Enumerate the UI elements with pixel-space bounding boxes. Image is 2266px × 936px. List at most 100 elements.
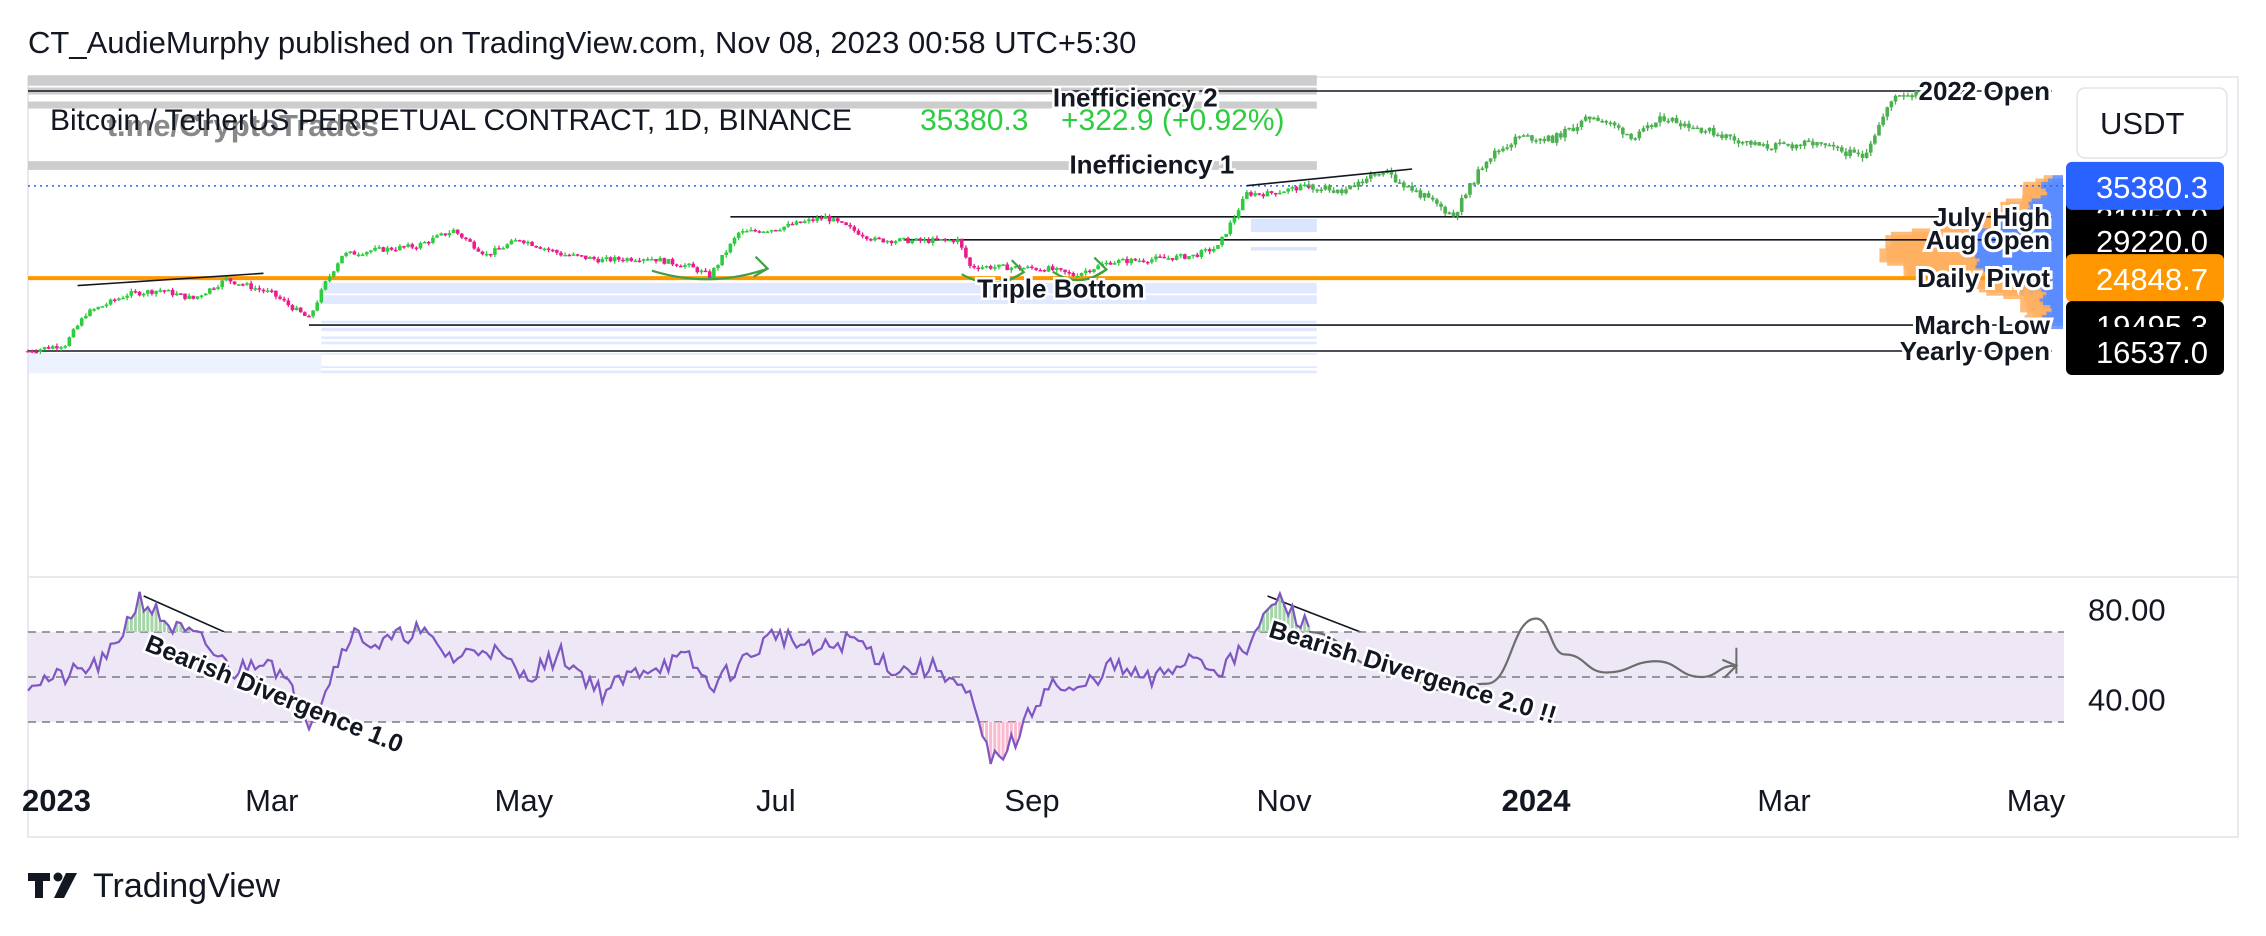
price-candle (1137, 260, 1142, 263)
projection-candle (1844, 151, 1848, 157)
projection-candle (1786, 144, 1790, 146)
price-candle (860, 234, 865, 237)
price-candle (778, 229, 782, 232)
projection-candle (1484, 161, 1489, 169)
projection-candle (1918, 90, 1923, 97)
currency-button[interactable]: USDT (2076, 87, 2228, 159)
price-candle (1294, 187, 1299, 191)
price-candle (997, 264, 1001, 268)
projection-candle (1521, 135, 1526, 137)
price-candle (1257, 193, 1262, 195)
price-candle (216, 287, 220, 289)
level-label-aug-open: Aug Open (1926, 225, 2050, 255)
price-candle (468, 239, 472, 242)
price-candle (906, 237, 910, 244)
price-badge-bg (2066, 254, 2224, 303)
projection-candle (1554, 133, 1559, 143)
price-candle (96, 306, 101, 310)
price-candle (1174, 255, 1179, 260)
projection-candle (1823, 143, 1828, 146)
price-candle (1141, 260, 1146, 263)
price-candle (1116, 260, 1121, 264)
price-candle (935, 238, 939, 240)
price-candle (1042, 269, 1047, 272)
price-candle (435, 235, 439, 238)
price-candle (550, 249, 555, 252)
price-candle (542, 248, 547, 251)
projection-candle (1848, 149, 1852, 157)
price-candle (1071, 273, 1076, 276)
price-candle (864, 236, 869, 240)
price-candle (608, 257, 613, 262)
tradingview-logo[interactable]: TradingView (28, 867, 281, 905)
projection-candle (1649, 125, 1654, 128)
price-candle (798, 221, 803, 224)
price-candle (691, 263, 696, 268)
price-candle (617, 257, 621, 260)
price-candle (1220, 236, 1224, 246)
projection-candle (1683, 123, 1687, 127)
x-tick-label: May (495, 783, 554, 818)
price-candle (410, 244, 415, 248)
price-candle (534, 245, 538, 248)
legend-change: +322.9 (+0.92%) (1061, 104, 1285, 137)
projection-candle (1311, 184, 1315, 190)
projection-candle (1587, 116, 1592, 120)
last-price-badge: 35380.3 (2096, 170, 2208, 205)
projection-candle (1459, 197, 1464, 212)
x-tick-label: Mar (1757, 783, 1810, 818)
price-candle (840, 221, 844, 223)
price-candle (596, 258, 600, 263)
price-candle (571, 254, 576, 256)
projection-candle (1406, 185, 1410, 188)
price-candle (823, 216, 828, 219)
bounce-arrow-1-head (753, 255, 770, 278)
projection-candle (1856, 152, 1861, 155)
projection-candle (1778, 142, 1782, 145)
projection-candle (1654, 122, 1658, 128)
price-candle (893, 241, 898, 244)
projection-candle (1348, 185, 1352, 190)
price-candle (670, 259, 675, 265)
projection-candle (1724, 134, 1728, 139)
price-candle (683, 265, 687, 267)
demand-zone (321, 327, 1317, 332)
price-candle (55, 346, 59, 349)
price-candle (964, 247, 968, 258)
price-candle (1145, 261, 1150, 264)
projection-candle (1575, 127, 1580, 131)
projection-candle (1736, 140, 1741, 144)
currency-label: USDT (2100, 106, 2184, 141)
projection-candle (1563, 128, 1567, 138)
projection-candle (1939, 95, 1943, 98)
projection-candle (1819, 142, 1823, 144)
price-candle (947, 239, 952, 242)
price-candle (1273, 192, 1278, 195)
price-candle (695, 267, 700, 273)
price-candle (253, 288, 258, 290)
price-candle (984, 266, 989, 268)
price-candle (637, 260, 642, 263)
price-candle (112, 299, 117, 301)
projection-candle (1418, 190, 1423, 198)
projection-candle (1749, 140, 1753, 145)
price-candle (137, 291, 142, 296)
price-candle (1009, 267, 1014, 271)
price-candle (679, 265, 683, 268)
price-candle (546, 248, 551, 251)
price-candle (844, 222, 848, 226)
price-candle (369, 250, 373, 253)
price-candle (786, 223, 791, 227)
price-candle (658, 258, 662, 262)
demand-zone (28, 353, 322, 374)
price-candle (1178, 254, 1183, 256)
price-candle (183, 293, 187, 299)
price-candle (298, 307, 303, 313)
price-candle (885, 240, 890, 243)
projection-candle (1716, 134, 1720, 137)
price-candle (431, 237, 435, 243)
price-candle (344, 252, 348, 256)
projection-candle (1435, 199, 1439, 204)
price-candle (50, 346, 55, 349)
price-candle (67, 337, 72, 347)
